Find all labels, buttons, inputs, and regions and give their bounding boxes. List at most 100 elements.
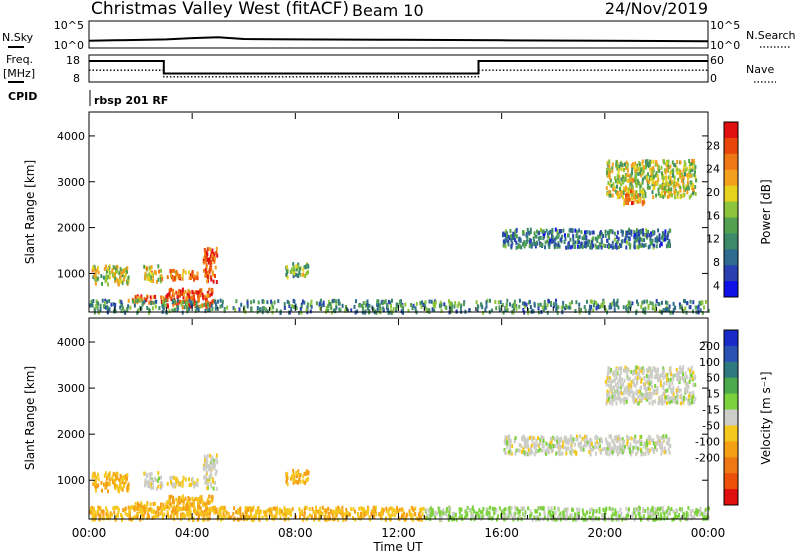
scatter-cell — [668, 182, 671, 187]
scatter-cell — [615, 390, 618, 395]
scatter-cell — [653, 186, 656, 191]
scatter-cell — [120, 279, 123, 284]
scatter-cell — [194, 290, 197, 295]
scatter-cell — [539, 227, 542, 232]
scatter-cell — [447, 517, 450, 522]
scatter-cell — [682, 178, 685, 183]
scatter-cell — [630, 177, 633, 182]
scatter-cell — [595, 516, 597, 521]
scatter-cell — [704, 515, 706, 520]
scatter-cell — [639, 171, 642, 176]
scatter-cell — [559, 451, 562, 456]
scatter-cell — [611, 507, 614, 512]
scatter-cell — [583, 236, 586, 241]
scatter-cell — [204, 458, 206, 463]
scatter-cell — [188, 290, 191, 295]
scatter-cell — [617, 391, 620, 396]
scatter-cell — [210, 277, 213, 282]
scatter-cell — [656, 506, 659, 511]
scatter-cell — [539, 517, 542, 522]
scatter-cell — [649, 392, 652, 397]
scatter-cell — [630, 383, 633, 388]
scatter-cell — [577, 244, 579, 249]
scatter-cell — [676, 397, 679, 402]
scatter-cell — [216, 253, 219, 258]
scatter-cell — [585, 235, 588, 239]
scatter-cell — [657, 377, 660, 382]
scatter-cell — [554, 227, 557, 232]
scatter-cell — [392, 507, 395, 512]
scatter-cell — [209, 453, 212, 458]
scatter-cell — [195, 290, 198, 295]
scatter-cell — [361, 510, 364, 515]
scatter-cell — [404, 302, 407, 307]
scatter-cell — [548, 299, 550, 304]
scatter-cell — [257, 510, 260, 515]
scatter-cell — [589, 437, 592, 442]
scatter-cell — [640, 366, 643, 371]
scatter-cell — [565, 304, 568, 309]
scatter-cell — [616, 452, 619, 457]
scatter-cell — [99, 514, 102, 519]
scatter-cell — [571, 229, 574, 234]
scatter-cell — [665, 178, 668, 183]
scatter-cell — [650, 373, 653, 378]
scatter-cell — [664, 229, 667, 234]
scatter-cell — [360, 513, 363, 518]
scatter-cell — [179, 512, 182, 517]
scatter-cell — [651, 190, 654, 195]
scatter-cell — [303, 511, 306, 516]
scatter-cell — [196, 478, 199, 483]
scatter-cell — [632, 162, 634, 167]
scatter-cell — [694, 185, 697, 189]
scatter-cell — [250, 515, 253, 520]
scatter-cell — [690, 365, 693, 370]
scatter-cell — [342, 518, 345, 522]
scatter-cell — [645, 231, 648, 236]
scatter-cell — [624, 368, 627, 373]
scatter-cell — [642, 231, 645, 236]
scatter-cell — [172, 288, 174, 293]
scatter-cell — [298, 267, 301, 271]
scatter-cell — [652, 304, 655, 309]
scatter-cell — [653, 307, 656, 312]
scatter-cell — [493, 509, 496, 513]
scatter-cell — [502, 243, 505, 248]
scatter-cell — [606, 192, 609, 197]
date-label: 24/Nov/2019 — [605, 0, 708, 18]
scatter-cell — [581, 436, 584, 441]
scatter-cell — [637, 365, 640, 370]
scatter-cell — [207, 294, 210, 298]
scatter-cell — [182, 506, 185, 511]
scatter-cell — [561, 451, 564, 456]
scatter-cell — [607, 397, 610, 402]
scatter-cell — [460, 514, 463, 519]
scatter-cell — [508, 449, 511, 454]
scatter-cell — [116, 278, 119, 283]
scatter-cell — [108, 477, 111, 482]
scatter-cell — [674, 400, 677, 405]
scatter-cell — [621, 163, 624, 168]
scatter-cell — [532, 436, 535, 441]
scatter-cell — [269, 306, 272, 311]
scatter-cell — [453, 304, 456, 309]
scatter-cell — [618, 245, 620, 250]
scatter-cell — [528, 299, 531, 304]
scatter-cell — [678, 513, 680, 518]
scatter-cell — [641, 162, 644, 167]
scatter-cell — [92, 511, 95, 516]
scatter-cell — [150, 265, 153, 270]
scatter-cell — [691, 159, 694, 163]
scatter-cell — [626, 303, 629, 308]
scatter-cell — [633, 510, 636, 515]
scatter-cell — [533, 231, 536, 236]
scatter-cell — [338, 301, 341, 306]
scatter-cell — [608, 452, 611, 457]
scatter-cell — [430, 508, 433, 513]
scatter-cell — [556, 439, 559, 444]
scatter-cell — [686, 186, 688, 191]
scatter-cell — [191, 270, 194, 274]
scatter-cell — [146, 295, 149, 300]
scatter-cell — [175, 497, 178, 502]
scatter-cell — [292, 274, 295, 279]
